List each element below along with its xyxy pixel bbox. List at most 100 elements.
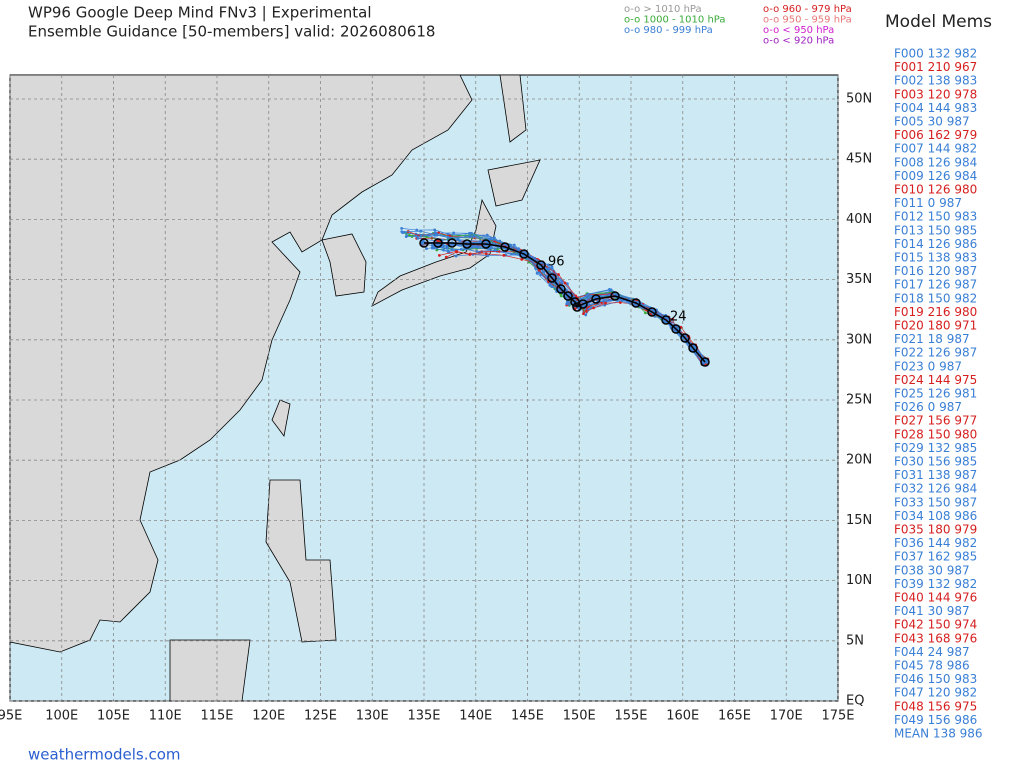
track-point — [437, 254, 441, 257]
member-entry: F042 150 974 — [894, 618, 977, 632]
track-point — [407, 234, 411, 237]
lon-tick-label: 105E — [97, 709, 130, 724]
member-entry: F031 138 987 — [894, 468, 977, 482]
lon-tick-label: 165E — [718, 709, 751, 724]
track-point — [452, 231, 456, 235]
member-entry: F034 108 986 — [894, 509, 977, 523]
member-entry: F045 78 986 — [894, 659, 970, 673]
mean-point — [591, 294, 601, 304]
lon-tick-label: 150E — [563, 709, 596, 724]
track-point — [438, 243, 442, 246]
member-entry: F038 30 987 — [894, 563, 970, 577]
track-point — [547, 267, 551, 271]
track-point — [557, 273, 560, 276]
track-point — [415, 228, 419, 232]
mean-point — [572, 302, 582, 312]
member-entry: F024 144 975 — [894, 373, 977, 387]
track-point — [592, 306, 596, 310]
track-point — [550, 265, 554, 269]
member-entry: F037 162 985 — [894, 550, 977, 564]
member-entry: F046 150 983 — [894, 672, 977, 686]
track-point — [524, 251, 528, 255]
lon-tick-label: 110E — [149, 709, 182, 724]
track-label: 96 — [548, 255, 565, 270]
lon-tick-label: 175E — [821, 709, 854, 724]
member-entry: F022 126 987 — [894, 346, 977, 360]
mean-point — [647, 307, 657, 317]
track-point — [433, 228, 437, 232]
track-point — [455, 249, 458, 253]
track-point — [539, 273, 543, 277]
track-point — [560, 281, 564, 285]
mean-point — [671, 324, 681, 334]
member-entry: F030 156 985 — [894, 455, 977, 469]
member-entry: F026 0 987 — [894, 400, 962, 414]
track-point — [586, 293, 589, 297]
lat-tick-label: 20N — [846, 453, 872, 468]
member-entry: F047 120 982 — [894, 686, 977, 700]
member-entry: F002 138 983 — [894, 74, 977, 88]
lat-tick-label: 10N — [846, 573, 872, 588]
track-point — [586, 296, 590, 300]
track-point — [550, 285, 554, 289]
member-entry: F041 30 987 — [894, 604, 970, 618]
mean-point — [661, 315, 671, 325]
legend-entry: o-o 960 - 979 hPa — [763, 4, 852, 15]
member-entry: F001 210 967 — [894, 60, 977, 74]
track-point — [470, 245, 474, 249]
legend-entry: o-o < 920 hPa — [763, 36, 834, 47]
footer-site[interactable]: weathermodels.com — [28, 746, 181, 764]
member-entry: F028 150 980 — [894, 427, 977, 441]
track-point — [445, 246, 449, 250]
lon-tick-label: 125E — [304, 709, 337, 724]
lon-tick-label: 120E — [252, 709, 285, 724]
member-entry: F021 18 987 — [894, 332, 970, 346]
member-entry: F049 156 986 — [894, 713, 977, 727]
member-entry: F033 150 987 — [894, 495, 977, 509]
lat-tick-label: 45N — [846, 152, 872, 167]
member-entry: F016 120 987 — [894, 264, 977, 278]
member-entry: F023 0 987 — [894, 359, 962, 373]
member-entry: F011 0 987 — [894, 196, 962, 210]
track-point — [419, 234, 423, 238]
track-point — [643, 311, 647, 315]
member-entry: F043 168 976 — [894, 631, 977, 645]
lon-tick-label: 145E — [511, 709, 544, 724]
track-point — [486, 254, 490, 258]
mean-point — [570, 297, 580, 307]
lon-tick-label: 160E — [666, 709, 699, 724]
lon-tick-label: 135E — [407, 709, 440, 724]
member-entry: F010 126 980 — [894, 183, 977, 197]
track-point — [400, 226, 404, 230]
track-point — [435, 233, 439, 237]
track-point — [404, 235, 408, 238]
track-point — [542, 270, 546, 274]
member-entry: F035 180 979 — [894, 523, 977, 537]
lon-tick-label: 155E — [614, 709, 647, 724]
legend-entry: o-o < 950 hPa — [763, 25, 834, 36]
track-point — [432, 246, 436, 250]
mean-point — [688, 343, 698, 353]
mean-point — [547, 273, 557, 283]
lon-tick-label: 140E — [459, 709, 492, 724]
member-entry: F015 138 983 — [894, 251, 977, 265]
track-point — [400, 230, 404, 234]
mean-point — [536, 260, 546, 270]
mean-point — [433, 238, 443, 248]
member-entry: F025 126 981 — [894, 387, 977, 401]
lat-tick-label: 5N — [846, 633, 864, 648]
member-entry: F007 144 982 — [894, 142, 977, 156]
lat-tick-label: 35N — [846, 272, 872, 287]
member-entry: F005 30 987 — [894, 115, 970, 129]
mean-point — [563, 291, 573, 301]
member-entry: F004 144 983 — [894, 101, 977, 115]
lon-tick-label: 100E — [45, 709, 78, 724]
lat-tick-label: 40N — [846, 212, 872, 227]
track-point — [472, 234, 476, 238]
member-entry: F040 144 976 — [894, 591, 977, 605]
track-point — [609, 288, 613, 292]
track-point — [470, 231, 473, 235]
track-point — [530, 255, 534, 259]
lat-tick-label: 25N — [846, 393, 872, 408]
